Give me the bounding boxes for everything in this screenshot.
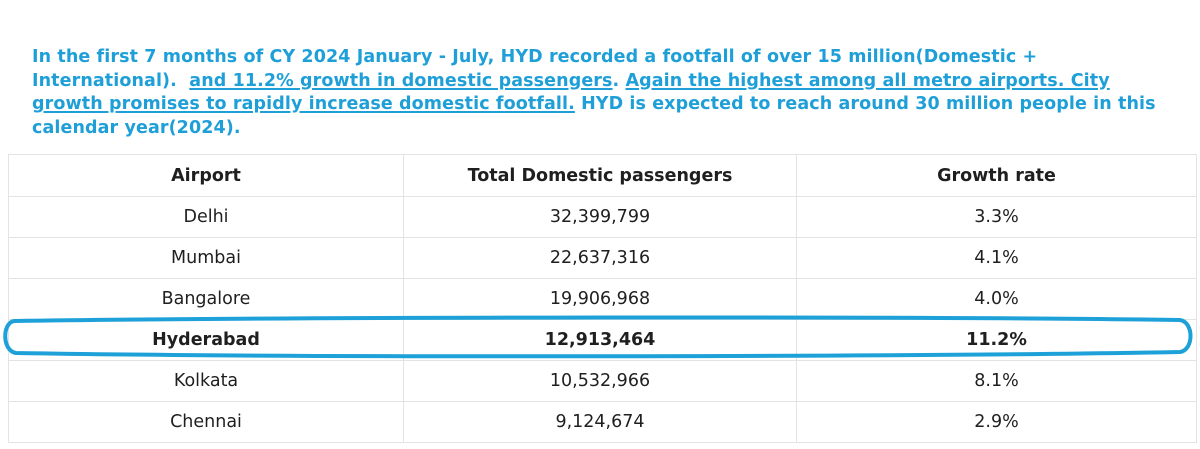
cell-growth: 4.0%	[796, 278, 1197, 320]
cell-airport: Chennai	[8, 401, 404, 443]
intro-text-1: In the first 7 months of CY 2024 January…	[32, 47, 1038, 91]
cell-passengers: 19,906,968	[403, 278, 797, 320]
cell-passengers: 22,637,316	[403, 237, 797, 279]
cell-growth: 4.1%	[796, 237, 1197, 279]
cell-growth: 11.2%	[796, 319, 1197, 361]
cell-airport: Delhi	[8, 196, 404, 238]
table-row-highlighted: Hyderabad 12,913,464 11.2%	[8, 319, 1197, 361]
cell-airport: Kolkata	[8, 360, 404, 402]
cell-airport: Mumbai	[8, 237, 404, 279]
cell-passengers: 9,124,674	[403, 401, 797, 443]
header-total-domestic-passengers: Total Domestic passengers	[403, 154, 797, 197]
cell-growth: 2.9%	[796, 401, 1197, 443]
table-header-row: Airport Total Domestic passengers Growth…	[8, 154, 1197, 197]
header-airport: Airport	[8, 154, 404, 197]
intro-period: .	[612, 70, 620, 91]
intro-metro-highlight: Again the highest among all metro airpor…	[32, 70, 1110, 115]
table-row: Mumbai 22,637,316 4.1%	[8, 237, 1197, 279]
cell-airport: Bangalore	[8, 278, 404, 320]
intro-growth-highlight: and 11.2% growth in domestic passengers	[189, 70, 613, 91]
cell-growth: 8.1%	[796, 360, 1197, 402]
intro-text-5: HYD is expected to reach around 30 milli…	[32, 94, 1156, 138]
table-row: Bangalore 19,906,968 4.0%	[8, 278, 1197, 320]
table-row: Chennai 9,124,674 2.9%	[8, 401, 1197, 443]
cell-growth: 3.3%	[796, 196, 1197, 238]
cell-airport: Hyderabad	[8, 319, 404, 361]
cell-passengers: 10,532,966	[403, 360, 797, 402]
cell-passengers: 32,399,799	[403, 196, 797, 238]
intro-paragraph: In the first 7 months of CY 2024 January…	[32, 46, 1182, 140]
header-growth-rate: Growth rate	[796, 154, 1197, 197]
table-row: Kolkata 10,532,966 8.1%	[8, 360, 1197, 402]
airport-passengers-table: Airport Total Domestic passengers Growth…	[8, 154, 1197, 443]
table-row: Delhi 32,399,799 3.3%	[8, 196, 1197, 238]
cell-passengers: 12,913,464	[403, 319, 797, 361]
